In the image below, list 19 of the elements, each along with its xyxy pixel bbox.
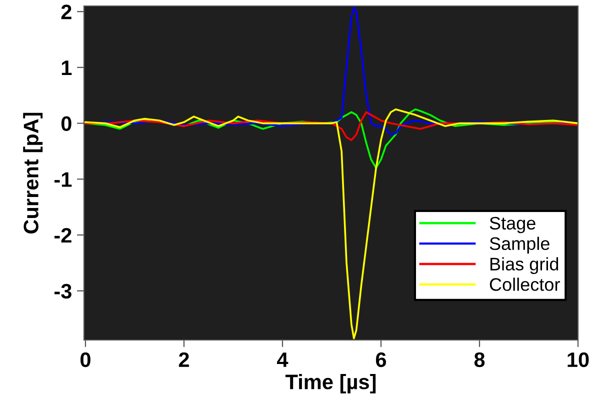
x-axis-title: Time [µs] bbox=[285, 374, 376, 394]
y-tick-label: -1 bbox=[54, 172, 72, 187]
y-tick-label: -2 bbox=[54, 228, 72, 243]
legend-label: Bias grid bbox=[490, 257, 558, 274]
y-tick-label: 0 bbox=[61, 116, 72, 132]
x-tick-label: 4 bbox=[277, 352, 288, 367]
x-tick-label: 6 bbox=[376, 352, 386, 368]
x-tick-label: 2 bbox=[178, 352, 189, 367]
y-tick-label: 2 bbox=[61, 4, 72, 20]
legend-label: Sample bbox=[490, 236, 550, 254]
line-series bbox=[84, 111, 578, 141]
x-tick-label: 10 bbox=[568, 352, 589, 368]
legend-label: Collector bbox=[490, 278, 560, 291]
y-tick-label: -3 bbox=[54, 284, 72, 299]
y-tick-label: 1 bbox=[62, 60, 72, 75]
x-tick-label: 8 bbox=[474, 352, 485, 368]
y-axis-title: Current [pA] bbox=[23, 112, 43, 234]
legend-label: Stage bbox=[490, 216, 536, 234]
x-tick-label: 0 bbox=[80, 352, 90, 368]
